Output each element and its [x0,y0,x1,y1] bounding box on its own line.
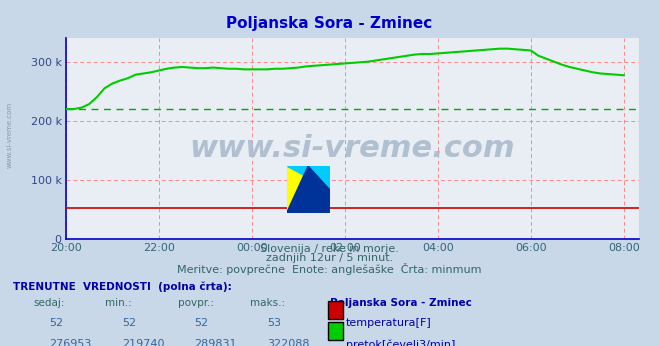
Text: zadnjih 12ur / 5 minut.: zadnjih 12ur / 5 minut. [266,253,393,263]
Text: 322088: 322088 [267,339,309,346]
Text: min.:: min.: [105,298,132,308]
FancyBboxPatch shape [328,322,343,340]
Text: www.si-vreme.com: www.si-vreme.com [7,102,13,168]
Text: 53: 53 [267,318,281,328]
Polygon shape [287,166,330,190]
Text: 52: 52 [49,318,63,328]
Text: Slovenija / reke in morje.: Slovenija / reke in morje. [260,244,399,254]
FancyBboxPatch shape [328,301,343,319]
Text: 52: 52 [122,318,136,328]
Text: povpr.:: povpr.: [178,298,214,308]
Text: Poljanska Sora - Zminec: Poljanska Sora - Zminec [330,298,471,308]
Text: 52: 52 [194,318,208,328]
Text: 289831: 289831 [194,339,237,346]
Text: maks.:: maks.: [250,298,285,308]
Text: TRENUTNE  VREDNOSTI  (polna črta):: TRENUTNE VREDNOSTI (polna črta): [13,282,232,292]
Text: 219740: 219740 [122,339,164,346]
Polygon shape [287,166,308,213]
Polygon shape [287,166,330,213]
Text: temperatura[F]: temperatura[F] [346,318,432,328]
Text: Poljanska Sora - Zminec: Poljanska Sora - Zminec [227,16,432,30]
Text: Meritve: povprečne  Enote: anglešaške  Črta: minmum: Meritve: povprečne Enote: anglešaške Črt… [177,263,482,275]
Text: sedaj:: sedaj: [33,298,65,308]
Text: www.si-vreme.com: www.si-vreme.com [190,134,515,163]
Text: 276953: 276953 [49,339,92,346]
Text: pretok[čevelj3/min]: pretok[čevelj3/min] [346,339,455,346]
